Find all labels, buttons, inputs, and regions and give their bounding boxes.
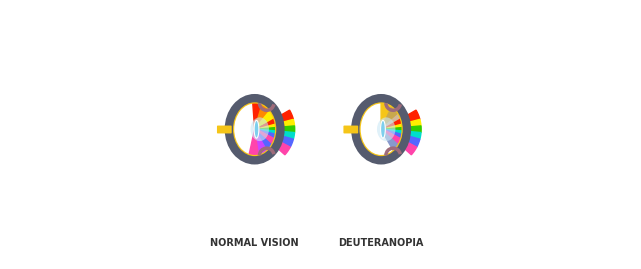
Polygon shape bbox=[383, 126, 421, 133]
Polygon shape bbox=[383, 129, 421, 139]
Ellipse shape bbox=[377, 117, 395, 141]
Polygon shape bbox=[383, 119, 421, 129]
Text: DEUTERANOPIA: DEUTERANOPIA bbox=[338, 238, 424, 247]
Polygon shape bbox=[253, 100, 263, 129]
Polygon shape bbox=[256, 126, 295, 133]
Ellipse shape bbox=[251, 117, 269, 141]
Polygon shape bbox=[256, 129, 290, 155]
FancyBboxPatch shape bbox=[344, 126, 358, 133]
Polygon shape bbox=[254, 129, 275, 153]
Text: NORMAL VISION: NORMAL VISION bbox=[210, 238, 299, 247]
Polygon shape bbox=[254, 102, 271, 129]
Polygon shape bbox=[383, 110, 420, 129]
Polygon shape bbox=[381, 104, 401, 129]
Polygon shape bbox=[254, 129, 278, 144]
Polygon shape bbox=[383, 129, 420, 147]
Ellipse shape bbox=[381, 120, 385, 138]
Ellipse shape bbox=[359, 102, 403, 157]
Polygon shape bbox=[256, 119, 295, 129]
Polygon shape bbox=[381, 127, 404, 141]
Polygon shape bbox=[381, 100, 393, 129]
Polygon shape bbox=[256, 129, 294, 147]
FancyBboxPatch shape bbox=[217, 126, 231, 133]
Polygon shape bbox=[254, 129, 268, 158]
Polygon shape bbox=[383, 129, 417, 155]
Ellipse shape bbox=[233, 102, 277, 157]
Ellipse shape bbox=[254, 120, 259, 138]
Polygon shape bbox=[254, 119, 278, 132]
Polygon shape bbox=[256, 129, 295, 139]
Polygon shape bbox=[254, 109, 277, 129]
Polygon shape bbox=[249, 129, 259, 158]
Polygon shape bbox=[381, 129, 403, 153]
Polygon shape bbox=[256, 110, 294, 129]
Polygon shape bbox=[381, 113, 404, 129]
